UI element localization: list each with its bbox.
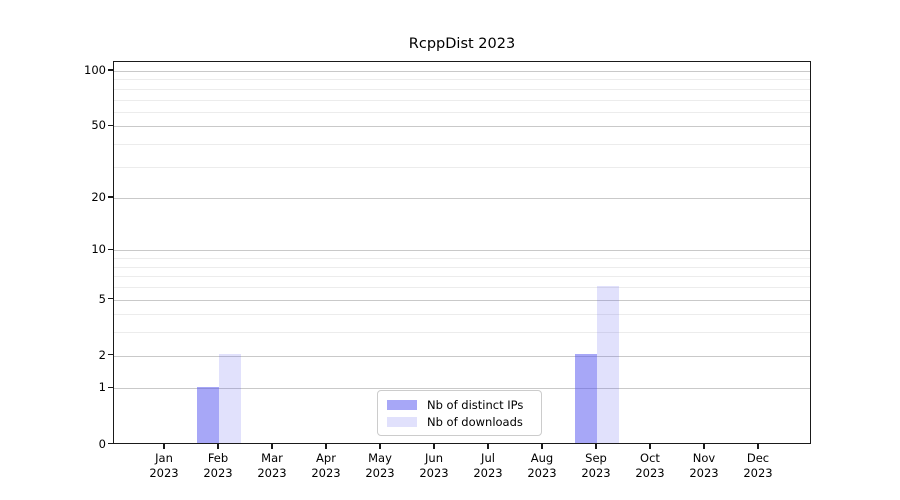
x-label-month: Sep — [585, 451, 607, 465]
gridline-minor — [114, 144, 810, 145]
x-axis-tick-label: Oct 2023 — [620, 451, 680, 481]
x-axis-tick — [433, 444, 435, 449]
x-label-year: 2023 — [635, 466, 665, 480]
gridline-major — [114, 388, 810, 390]
x-axis-tick-label: Sep 2023 — [566, 451, 626, 481]
y-axis-tick — [108, 248, 113, 251]
x-label-month: Nov — [692, 451, 716, 465]
y-axis-tick — [108, 124, 113, 126]
gridline-major — [114, 355, 810, 357]
x-axis-tick — [325, 444, 327, 449]
x-label-month: Oct — [640, 451, 660, 465]
y-axis-tick-label: 2 — [98, 347, 106, 362]
gridline-minor — [114, 111, 810, 113]
legend-swatch-downloads — [387, 416, 417, 427]
x-label-month: Mar — [261, 451, 283, 465]
y-axis-tick — [108, 386, 113, 389]
y-axis-tick — [108, 353, 113, 356]
chart-title: RcppDist 2023 — [408, 36, 516, 52]
gridline-major — [114, 250, 810, 252]
y-axis-tick-label: 0 — [98, 436, 106, 451]
gridline-minor — [114, 258, 810, 260]
x-axis-tick — [703, 444, 705, 449]
legend-item-downloads: Nb of downloads — [387, 414, 532, 429]
x-label-year: 2023 — [581, 466, 611, 480]
plot-area — [113, 61, 811, 444]
gridline-minor — [114, 99, 810, 101]
x-axis-tick-label: Nov 2023 — [674, 451, 734, 481]
y-axis-tick — [108, 69, 113, 71]
gridline-minor — [114, 332, 810, 334]
y-axis-tick — [108, 297, 113, 300]
x-axis-tick-label: Apr 2023 — [296, 451, 356, 481]
bar-distinct-ips — [575, 354, 597, 443]
x-label-month: Jan — [155, 451, 173, 465]
gridline-minor — [114, 287, 810, 288]
gridline-major — [114, 71, 810, 72]
x-axis-tick-label: Jan 2023 — [134, 451, 194, 481]
y-axis-tick-label: 10 — [91, 242, 106, 257]
x-label-year: 2023 — [203, 466, 233, 480]
x-axis-tick — [595, 444, 597, 449]
bar-downloads — [597, 285, 619, 443]
x-label-year: 2023 — [527, 466, 557, 480]
x-label-year: 2023 — [149, 466, 179, 480]
legend-item-distinct-ips: Nb of distinct IPs — [387, 397, 532, 412]
x-axis-tick — [649, 444, 651, 449]
x-axis-tick-label: Mar 2023 — [242, 451, 302, 481]
legend-label-downloads: Nb of downloads — [427, 414, 523, 429]
y-axis-tick-label: 1 — [98, 380, 106, 395]
gridline-major — [114, 299, 810, 301]
x-label-year: 2023 — [257, 466, 287, 480]
y-axis-tick-label: 5 — [98, 291, 106, 306]
x-axis-tick — [217, 444, 219, 449]
legend-swatch-distinct-ips — [387, 399, 417, 410]
gridline-minor — [114, 79, 810, 81]
x-axis-tick-label: Feb 2023 — [188, 451, 248, 481]
x-label-year: 2023 — [743, 466, 773, 480]
x-label-month: Aug — [530, 451, 554, 465]
x-label-month: Dec — [746, 451, 770, 465]
gridline-minor — [114, 88, 810, 90]
x-label-month: May — [368, 451, 392, 465]
gridline-minor — [114, 276, 810, 278]
x-axis-tick-label: May 2023 — [350, 451, 410, 481]
y-axis-tick-label: 20 — [91, 190, 106, 205]
x-label-year: 2023 — [419, 466, 449, 480]
x-label-month: Jul — [481, 451, 495, 465]
y-axis-tick-label: 50 — [91, 118, 106, 133]
x-axis-tick — [541, 444, 543, 449]
legend-label-distinct-ips: Nb of distinct IPs — [427, 397, 524, 412]
x-label-year: 2023 — [689, 466, 719, 480]
x-axis-tick-label: Aug 2023 — [512, 451, 572, 481]
bar-distinct-ips — [197, 386, 219, 443]
x-label-year: 2023 — [311, 466, 341, 480]
bar-downloads — [219, 354, 241, 443]
legend: Nb of distinct IPs Nb of downloads — [377, 390, 542, 436]
x-axis-tick-label: Jun 2023 — [404, 451, 464, 481]
x-label-month: Apr — [316, 451, 336, 465]
y-axis-tick — [108, 196, 113, 198]
gridline-major — [114, 198, 810, 200]
x-axis-tick — [487, 444, 489, 449]
x-axis-tick-label: Dec 2023 — [728, 451, 788, 481]
x-axis-tick — [757, 444, 759, 449]
gridline-minor — [114, 266, 810, 268]
gridline-minor — [114, 314, 810, 316]
x-axis-tick — [379, 444, 381, 449]
x-label-month: Jun — [425, 451, 443, 465]
y-axis-tick-label: 100 — [84, 63, 106, 77]
gridline-major — [114, 126, 810, 128]
y-axis-tick — [108, 442, 113, 445]
gridline-minor — [114, 166, 810, 168]
x-label-year: 2023 — [365, 466, 395, 480]
x-axis-tick — [163, 444, 165, 449]
x-label-month: Feb — [207, 451, 229, 465]
x-label-year: 2023 — [473, 466, 503, 480]
x-axis-tick-label: Jul 2023 — [458, 451, 518, 481]
x-axis-tick — [271, 444, 273, 449]
